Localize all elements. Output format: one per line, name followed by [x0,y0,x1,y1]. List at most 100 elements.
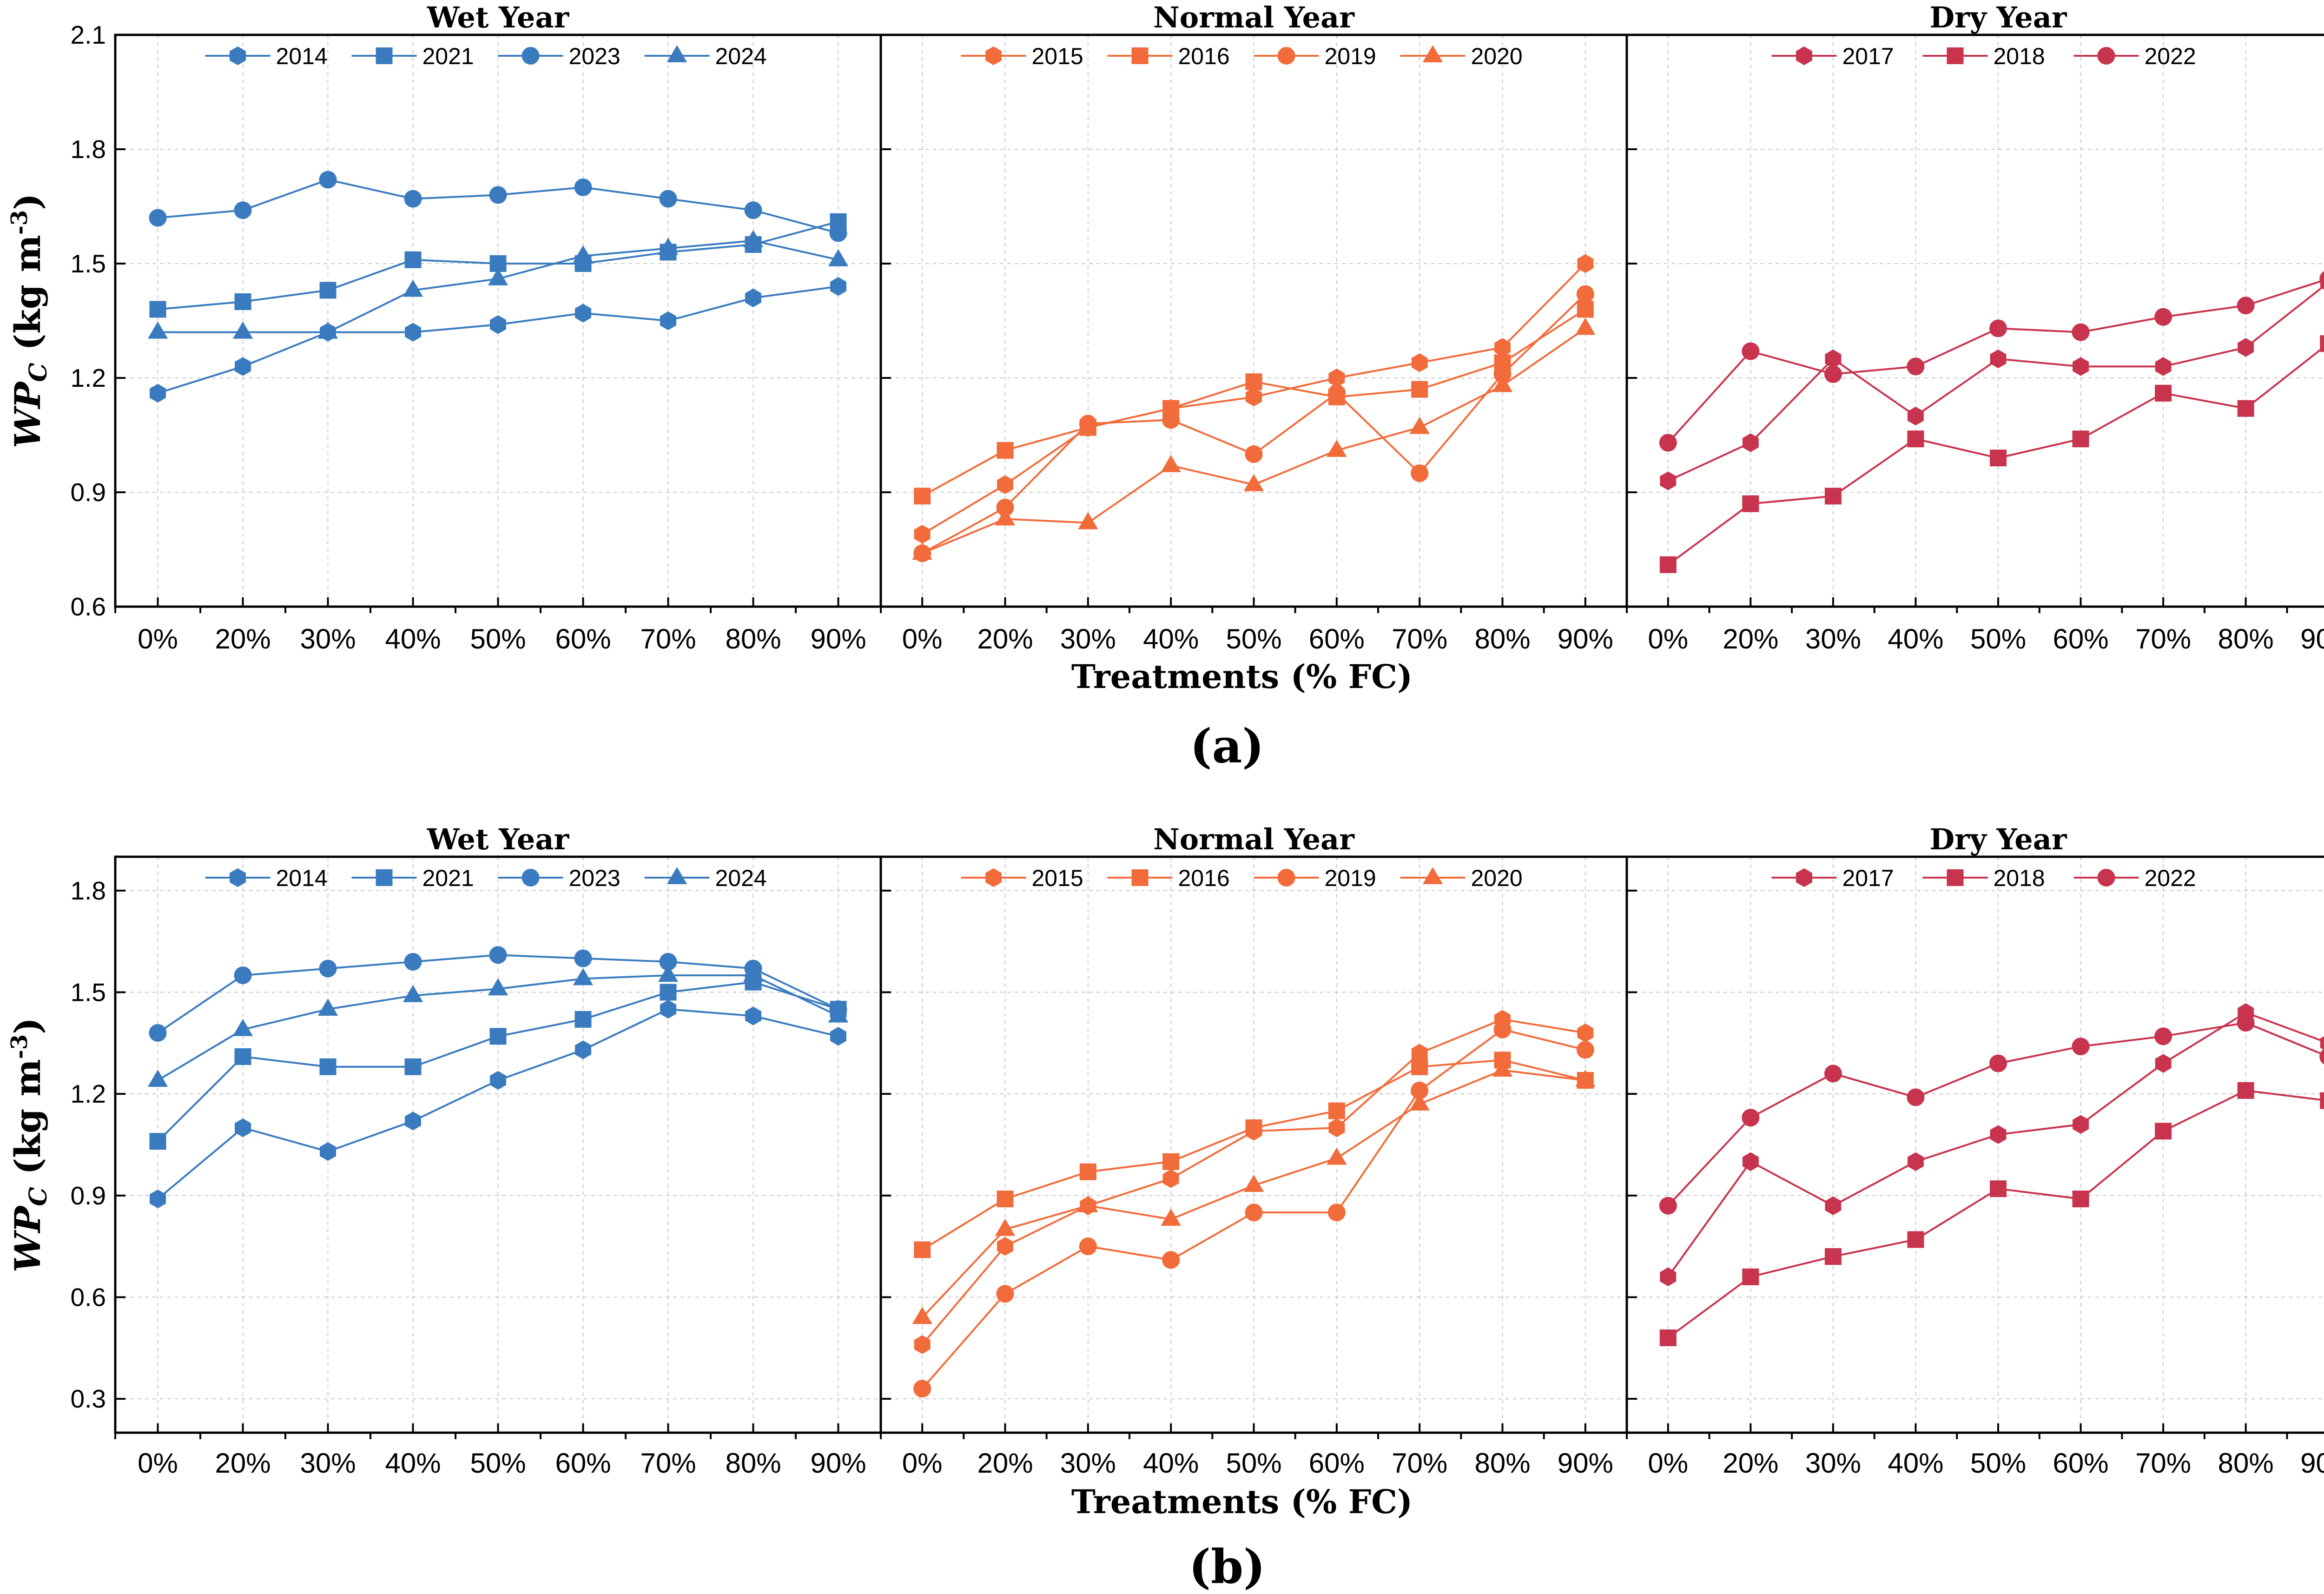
legend-marker [1947,47,1964,64]
legend-label: 2021 [423,865,474,891]
panel-wet-year: 0.6 0.9 1.2 1.5 1.8 2.1 0% 20% 30% 40% 50% 60% 70% 80… [71,0,882,655]
data-point [997,1237,1013,1256]
y-tick-label: 1.5 [71,249,106,278]
data-point [1327,439,1347,457]
legend-marker [230,46,246,66]
data-point [1824,1065,1842,1083]
y-tick-label: 0.6 [71,592,106,621]
x-tick-label: 0% [902,623,943,655]
data-point [1742,433,1759,452]
data-point [1659,434,1677,452]
legend-marker [985,46,1002,66]
legend-label: 2020 [1471,865,1523,891]
data-point [1079,1163,1096,1180]
y-tick-label: 0.9 [71,1181,106,1210]
data-point [1908,406,1924,426]
legend-marker [1277,869,1295,886]
y-axis-label: WPC (kg m-3) [7,1018,53,1272]
x-tick-label: 90% [1558,1448,1613,1479]
legend-label: 2019 [1325,43,1376,69]
data-point [403,985,423,1002]
data-point [404,190,422,208]
y-tick-label: 0.6 [71,1283,106,1311]
data-point [996,1285,1014,1303]
legend-marker [376,47,393,64]
chart-a: 0.6 0.9 1.2 1.5 1.8 2.1 0% 20% 30% 40% 50% 60% 70% 80… [7,0,2324,774]
legend-label: 2024 [715,43,767,69]
data-point [829,224,847,242]
legend-label: 2023 [569,865,621,891]
series-2018 [1659,335,2324,573]
data-point [147,1070,168,1087]
legend-label: 2014 [276,865,328,891]
x-tick-label: 20% [1723,623,1778,655]
data-point [914,488,931,505]
data-point [2155,384,2172,402]
data-point [2072,430,2089,448]
x-tick-label: 40% [1143,1448,1199,1479]
data-point [2154,1027,2172,1045]
data-point [1825,1196,1842,1215]
chart-b: 0.3 0.6 0.9 1.2 1.5 1.8 0% 20% 30% 40% 50% 60% 70% 80… [7,822,2324,1594]
legend-marker [376,869,393,886]
panel-title: Normal Year [1153,0,1355,34]
data-point [1824,488,1842,505]
data-point [1576,285,1594,303]
legend-label: 2024 [715,865,767,891]
data-point [1411,353,1428,372]
data-point [1660,1267,1677,1286]
data-point [1327,1147,1347,1165]
data-point [232,321,253,339]
legend-marker [1131,47,1149,64]
data-point [150,384,166,403]
x-tick-label: 50% [470,1448,526,1479]
data-point [1079,415,1097,433]
data-point [1079,1237,1097,1256]
data-point [2237,400,2254,417]
data-point [319,171,337,189]
legend-marker [667,45,687,63]
data-point [1990,349,2007,369]
x-tick-label: 0% [1648,623,1688,655]
x-tick-label: 50% [1226,1448,1281,1479]
data-point [1243,474,1264,491]
x-tick-label: 60% [555,623,611,655]
data-point [1907,357,1925,376]
legend-marker [522,869,540,886]
data-point [1989,319,2007,337]
data-point [1245,1119,1262,1137]
data-point [2320,335,2324,352]
series-2023 [149,171,847,242]
y-tick-label: 1.8 [71,876,106,905]
data-point [234,966,252,985]
legend: 2015 2016 2019 2020 [961,865,1523,891]
data-point [1078,1195,1098,1212]
data-point [1162,1169,1179,1188]
x-tick-label: 0% [138,623,178,655]
y-tick-label: 1.8 [71,135,106,164]
legend-marker [1131,869,1149,886]
legend: 2017 2018 2022 [1771,865,2196,891]
x-tick-label: 0% [1648,1448,1688,1479]
data-point [658,965,679,982]
data-point [1990,450,2007,467]
data-point [490,315,506,334]
data-point [575,304,591,323]
x-tick-label: 40% [1888,623,1943,655]
legend-label: 2022 [2145,865,2196,891]
data-point [2320,1036,2324,1050]
data-point [147,321,168,339]
legend-label: 2019 [1325,865,1376,891]
panel-frame [1625,855,2324,1434]
data-point [405,1111,421,1131]
data-point [1409,417,1430,434]
data-point [659,190,677,208]
series-2016 [914,1052,1594,1258]
x-tick-label: 20% [215,1448,271,1479]
legend-marker [2097,869,2115,886]
y-tick-label: 0.3 [71,1384,106,1413]
data-point [1575,1070,1596,1087]
data-point [1742,1109,1760,1127]
data-point [403,279,423,297]
data-point [1161,1208,1181,1226]
